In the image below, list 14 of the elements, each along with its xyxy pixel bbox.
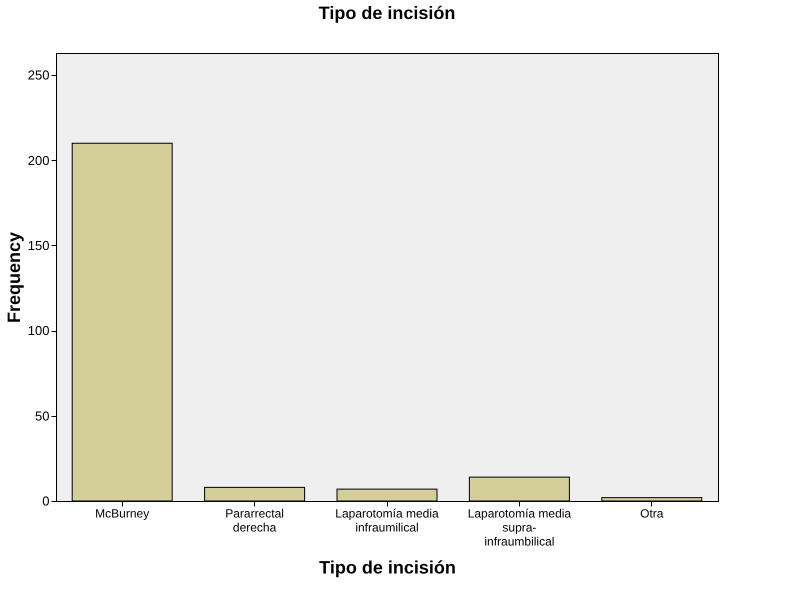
y-tick-label: 100 xyxy=(28,323,50,338)
x-tick-label: Pararrectal derecha xyxy=(225,506,284,534)
chart-title: Tipo de incisión xyxy=(318,3,456,23)
x-tick-label: Laparotomía media infraumilical xyxy=(335,506,440,534)
x-tick-label: Otra xyxy=(640,506,664,520)
y-tick-label: 150 xyxy=(28,238,50,253)
y-tick-label: 50 xyxy=(35,408,50,424)
x-tick-label: McBurney xyxy=(95,506,150,520)
y-tick-label: 200 xyxy=(28,152,50,168)
y-tick-label: 0 xyxy=(42,494,50,508)
y-tick-label: 250 xyxy=(28,68,50,83)
x-axis-title: Tipo de incisión xyxy=(319,558,456,578)
x-tick-label: Laparotomía media supra-infraumbilical xyxy=(468,506,572,548)
y-axis-title: Frequency xyxy=(4,232,24,324)
